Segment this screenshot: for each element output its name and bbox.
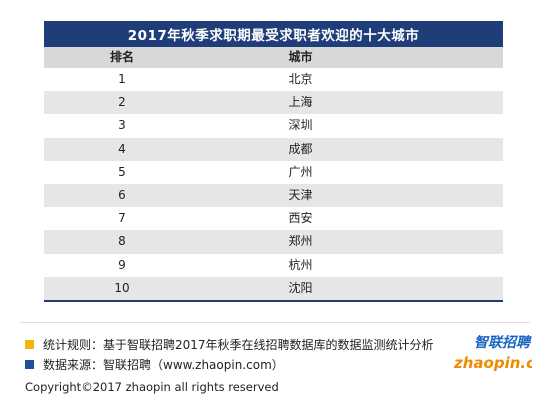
table-row: 1 北京 <box>44 68 503 92</box>
header-city: 城市 <box>288 50 313 64</box>
rank-cell: 9 <box>118 257 126 272</box>
logo-text-en: zhaopin.com <box>453 354 532 372</box>
rank-cell: 4 <box>118 141 126 156</box>
table-row: 7 西安 <box>44 207 503 231</box>
table-title: 2017年秋季求职期最受求职者欢迎的十大城市 <box>44 21 503 47</box>
city-cell: 西安 <box>288 211 313 226</box>
zhaopin-logo: 智联招聘 zhaopin.com <box>452 328 550 376</box>
rank-cell: 10 <box>114 280 130 295</box>
table-row: 5 广州 <box>44 160 503 184</box>
table-title-text: 2017年秋季求职期最受求职者欢迎的十大城市 <box>127 28 420 44</box>
note-stat-rule: 统计规则：基于智联招聘2017年秋季在线招聘数据库的数据监测统计分析 <box>25 336 434 353</box>
table-row: 4 成都 <box>44 137 503 161</box>
logo-text-cn: 智联招聘 <box>474 334 532 351</box>
city-cell: 广州 <box>288 164 313 179</box>
table-row: 8 郑州 <box>44 230 503 254</box>
table-row: 3 深圳 <box>44 114 503 138</box>
zhaopin-logo-icon: 智联招聘 zhaopin.com <box>453 334 550 372</box>
rank-cell: 8 <box>118 234 126 249</box>
note-source: 数据来源：智联招聘（www.zhaopin.com） <box>25 356 284 373</box>
city-cell: 郑州 <box>288 234 313 249</box>
city-cell: 杭州 <box>288 257 313 272</box>
city-cell: 天津 <box>288 187 313 202</box>
note-stat-rule-text: 统计规则：基于智联招聘2017年秋季在线招聘数据库的数据监测统计分析 <box>43 338 434 352</box>
note-source-text: 数据来源：智联招聘（www.zhaopin.com） <box>43 358 284 372</box>
table-body: 1 北京 2 上海 3 深圳 4 成都 5 广州 6 天津 7 西安 8 郑州 9 杭州 10 沈阳 <box>44 68 503 300</box>
rank-cell: 2 <box>118 95 126 110</box>
copyright-text: Copyright©2017 zhaopin all rights reserv… <box>25 380 279 394</box>
city-cell: 上海 <box>288 95 313 110</box>
city-cell: 沈阳 <box>288 280 313 295</box>
rank-cell: 1 <box>118 72 126 86</box>
city-cell: 北京 <box>288 72 313 86</box>
table-row: 10 沈阳 <box>44 276 503 300</box>
table-row: 2 上海 <box>44 91 503 115</box>
rank-cell: 3 <box>118 118 126 133</box>
rank-cell: 7 <box>118 211 126 226</box>
yellow-square-icon <box>25 340 34 349</box>
rank-cell: 6 <box>118 187 126 202</box>
rank-cell: 5 <box>118 164 126 179</box>
table-bottom-rule <box>44 300 503 302</box>
header-rank: 排名 <box>109 50 134 64</box>
city-cell: 成都 <box>288 141 313 156</box>
divider <box>20 322 530 323</box>
table-row: 9 杭州 <box>44 253 503 277</box>
blue-square-icon <box>25 360 34 369</box>
table-header: 排名 城市 <box>44 47 503 68</box>
table-row: 6 天津 <box>44 183 503 208</box>
city-cell: 深圳 <box>288 118 313 133</box>
